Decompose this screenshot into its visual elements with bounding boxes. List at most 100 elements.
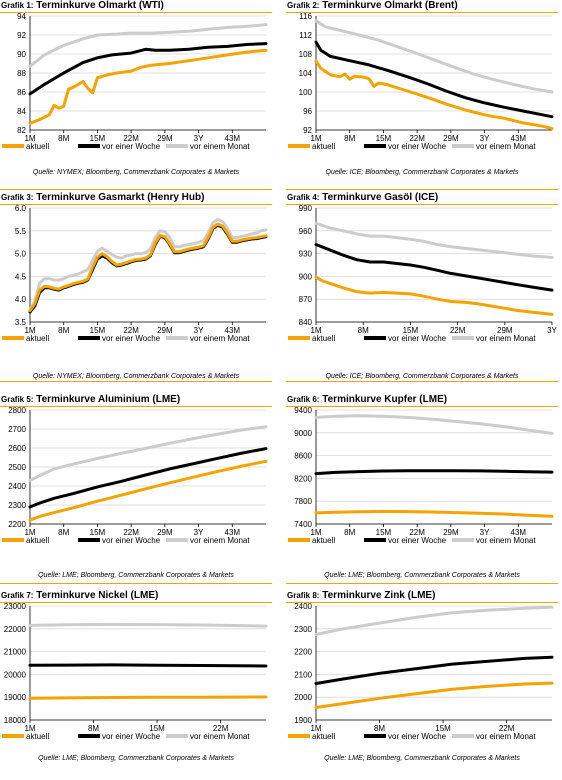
y-tick-label: 88 bbox=[17, 69, 26, 78]
chart-title: Grafik 4: Terminkurve Gasöl (ICE) bbox=[287, 192, 439, 203]
chart-panel-8: Grafik 8: Terminkurve Zink (LME) 1900 200… bbox=[286, 590, 558, 780]
x-tick-label: 3Y bbox=[194, 528, 204, 537]
line-chart-gasoil: 840 870 900 930 960 990 1M 8M 15M 22M 29M 3Y aktuell… bbox=[288, 205, 558, 343]
y-tick-label: 84 bbox=[17, 107, 26, 116]
series-line bbox=[28, 222, 268, 313]
bottom-rule bbox=[286, 189, 558, 190]
x-tick-label: 29M bbox=[497, 326, 513, 335]
x-tick-label: 43M bbox=[511, 134, 527, 143]
y-tick-label: 22000 bbox=[4, 625, 27, 634]
y-tick-label: 1900 bbox=[294, 716, 312, 725]
y-tick-label: 8200 bbox=[294, 474, 312, 483]
chart-title: Grafik 8: Terminkurve Zink (LME) bbox=[287, 590, 436, 601]
x-tick-label: 15M bbox=[435, 724, 451, 733]
x-tick-label: 22M bbox=[123, 326, 139, 335]
y-tick-label: 7800 bbox=[294, 497, 312, 506]
series-line bbox=[314, 605, 554, 636]
chart-panel-2: Grafik 2: Terminkurve Olmarkt (Brent) 92… bbox=[286, 0, 558, 190]
y-tick-label: 2700 bbox=[8, 425, 26, 434]
x-tick-label: 43M bbox=[225, 528, 241, 537]
chart-source: Quelle: ICE; Bloomberg, Commerzbank Corp… bbox=[325, 373, 519, 380]
x-tick-label: 1M bbox=[24, 326, 35, 335]
legend-label: vor einer Woche bbox=[388, 142, 447, 151]
y-tick-label: 19000 bbox=[4, 693, 27, 702]
title-rule bbox=[286, 204, 558, 205]
x-tick-label: 22M bbox=[450, 326, 466, 335]
title-rule bbox=[286, 406, 558, 407]
x-tick-label: 1M bbox=[310, 724, 321, 733]
x-tick-label: 15M bbox=[376, 134, 392, 143]
bottom-rule bbox=[286, 583, 558, 584]
legend-label: vor einem Monat bbox=[476, 142, 536, 151]
y-tick-label: 2500 bbox=[8, 463, 26, 472]
x-tick-label: 29M bbox=[157, 326, 173, 335]
series-line bbox=[314, 414, 554, 435]
chart-title: Grafik 7: Terminkurve Nickel (LME) bbox=[1, 590, 159, 601]
legend-label: aktuell bbox=[26, 732, 49, 741]
legend-label: vor einem Monat bbox=[476, 334, 536, 343]
y-tick-label: 92 bbox=[303, 126, 312, 135]
y-tick-label: 82 bbox=[17, 126, 26, 135]
x-tick-label: 8M bbox=[344, 528, 355, 537]
line-chart-zink: 1900 2000 2100 2200 2300 2400 1M 8M 15M 22M aktuel… bbox=[288, 603, 554, 741]
y-tick-label: 112 bbox=[299, 31, 312, 40]
y-tick-label: 990 bbox=[299, 205, 313, 213]
series-line bbox=[314, 681, 554, 709]
legend-label: vor einem Monat bbox=[190, 334, 250, 343]
y-tick-label: 3.5 bbox=[15, 318, 27, 327]
series-line bbox=[28, 459, 268, 522]
y-tick-label: 6.0 bbox=[15, 205, 27, 213]
y-tick-label: 8600 bbox=[294, 452, 312, 461]
x-tick-label: 3Y bbox=[194, 326, 204, 335]
series-line bbox=[28, 622, 268, 628]
x-tick-label: 1M bbox=[310, 134, 321, 143]
y-tick-label: 90 bbox=[17, 50, 26, 59]
bottom-rule bbox=[0, 583, 272, 584]
y-tick-label: 2800 bbox=[8, 407, 26, 415]
y-tick-label: 21000 bbox=[4, 648, 27, 657]
chart-source: Quelle: NYMEX; Bloomberg, Commerzbank Co… bbox=[32, 373, 240, 380]
x-tick-label: 22M bbox=[409, 134, 425, 143]
x-tick-label: 29M bbox=[157, 134, 173, 143]
title-rule bbox=[286, 602, 558, 603]
series-line bbox=[314, 221, 554, 259]
x-tick-label: 3Y bbox=[194, 134, 204, 143]
x-tick-label: 22M bbox=[123, 134, 139, 143]
y-tick-label: 116 bbox=[299, 13, 312, 21]
x-tick-label: 22M bbox=[123, 528, 139, 537]
legend-label: aktuell bbox=[312, 732, 335, 741]
x-tick-label: 43M bbox=[511, 528, 527, 537]
series-line bbox=[314, 655, 554, 685]
x-tick-label: 3Y bbox=[480, 134, 490, 143]
legend-label: aktuell bbox=[312, 334, 335, 343]
legend-label: vor einer Woche bbox=[388, 536, 447, 545]
x-tick-label: 8M bbox=[358, 326, 369, 335]
chart-title: Grafik 5: Terminkurve Aluminium (LME) bbox=[1, 394, 181, 405]
chart-panel-5: Grafik 5: Terminkurve Aluminium (LME) 22… bbox=[0, 394, 272, 584]
y-tick-label: 2100 bbox=[294, 670, 312, 679]
legend-label: vor einer Woche bbox=[102, 536, 161, 545]
x-tick-label: 15M bbox=[149, 724, 165, 733]
chart-title: Grafik 1: Terminkurve Olmarkt (WTI) bbox=[1, 0, 164, 11]
chart-title: Grafik 3: Terminkurve Gasmarkt (Henry Hu… bbox=[1, 192, 205, 203]
x-tick-label: 22M bbox=[499, 724, 515, 733]
series-line bbox=[28, 695, 268, 700]
legend-label: vor einem Monat bbox=[190, 536, 250, 545]
line-chart-henry-hub: 3.5 4.0 4.5 5.0 5.5 6.0 1M 8M 15M 22M 29M 3Y 43M aktu… bbox=[2, 205, 268, 343]
bottom-rule bbox=[286, 381, 558, 382]
x-tick-label: 8M bbox=[88, 724, 99, 733]
series-line bbox=[28, 663, 268, 668]
line-chart-nickel: 18000 19000 20000 21000 22000 23000 1M 8M 15M 22M… bbox=[2, 603, 268, 741]
y-tick-label: 5.5 bbox=[15, 227, 27, 236]
x-tick-label: 15M bbox=[403, 326, 419, 335]
legend-label: vor einer Woche bbox=[102, 142, 161, 151]
x-tick-label: 1M bbox=[24, 724, 35, 733]
chart-source: Quelle: LME; Bloomberg, Commerzbank Corp… bbox=[324, 755, 520, 762]
y-tick-label: 2400 bbox=[8, 482, 26, 491]
title-rule bbox=[0, 204, 272, 205]
x-tick-label: 3Y bbox=[547, 326, 557, 335]
y-tick-label: 930 bbox=[299, 250, 313, 259]
x-tick-label: 15M bbox=[90, 528, 106, 537]
series-line bbox=[314, 469, 554, 476]
legend-label: aktuell bbox=[312, 142, 335, 151]
